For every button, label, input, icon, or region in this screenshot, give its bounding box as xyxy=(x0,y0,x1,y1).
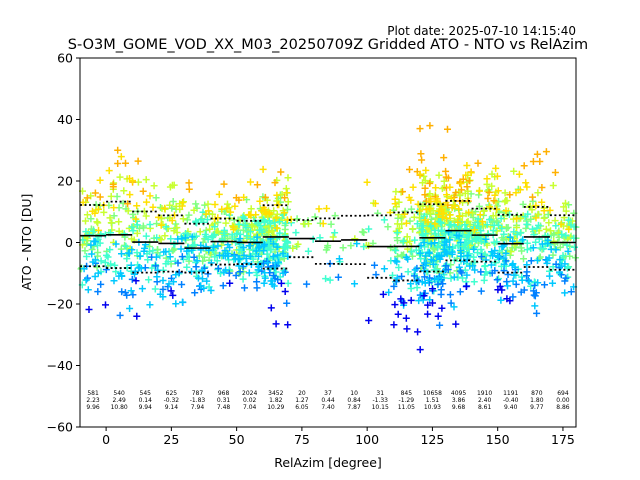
x-tick-label: 125 xyxy=(420,432,444,447)
bin-statistics-lines xyxy=(80,199,576,282)
y-tick-label: 40 xyxy=(57,112,73,127)
bin-mean-label: 2.40 xyxy=(478,397,492,404)
bin-mean-label: -1.29 xyxy=(399,397,415,404)
bin-mean-label: 0.02 xyxy=(243,397,257,404)
bin-count-label: 581 xyxy=(87,390,99,397)
bin-count-label: 968 xyxy=(218,390,230,397)
y-tick-label: −20 xyxy=(47,297,73,312)
bin-mean-label: -0.40 xyxy=(503,397,519,404)
bin-count-label: 10658 xyxy=(423,390,442,397)
bin-count-label: 1191 xyxy=(503,390,518,397)
x-tick-label: 175 xyxy=(551,432,575,447)
bin-mean-label: 0.14 xyxy=(139,397,153,404)
bin-count-label: 10 xyxy=(350,390,358,397)
bin-std-label: 6.05 xyxy=(295,404,309,411)
bin-mean-label: 1.80 xyxy=(530,397,544,404)
x-axis-label: RelAzim [degree] xyxy=(274,455,382,470)
y-tick-label: 60 xyxy=(57,51,73,66)
x-tick-label: 75 xyxy=(294,432,310,447)
x-tick-label: 100 xyxy=(355,432,379,447)
bin-mean-label: 3.86 xyxy=(452,397,466,404)
bin-count-label: 694 xyxy=(557,390,569,397)
bin-std-label: 9.40 xyxy=(504,404,518,411)
bin-mean-label: -1.83 xyxy=(190,397,206,404)
x-tick-label: 25 xyxy=(163,432,179,447)
bin-std-label: 9.77 xyxy=(530,404,544,411)
scatter-marker-group xyxy=(83,122,559,209)
bin-count-label: 3452 xyxy=(268,390,283,397)
bin-std-label: 10.15 xyxy=(372,404,389,411)
bin-mean-label: 1.27 xyxy=(295,397,309,404)
bin-std-label: 7.40 xyxy=(321,404,335,411)
axes: 0 25 50 75 100 125 150 175 −60 −40 −20 0 20 40 60 xyxy=(47,51,575,448)
y-tick-label: −60 xyxy=(47,420,73,435)
bin-std-label: 10.93 xyxy=(424,404,441,411)
plot-date: Plot date: 2025-07-10 14:15:40 xyxy=(387,24,576,38)
bin-std-label: 7.87 xyxy=(347,404,361,411)
scatter-marker-group xyxy=(85,277,514,354)
y-tick-label: 0 xyxy=(65,235,73,250)
bin-std-label: 7.48 xyxy=(217,404,231,411)
bin-std-label: 9.96 xyxy=(86,404,100,411)
x-tick-label: 50 xyxy=(229,432,245,447)
bin-std-label: 9.14 xyxy=(165,404,179,411)
bin-count-label: 787 xyxy=(192,390,204,397)
scatter-points xyxy=(77,122,580,354)
bin-mean-label: 0.31 xyxy=(217,397,231,404)
bin-std-label: 8.86 xyxy=(556,404,570,411)
bin-count-label: 845 xyxy=(401,390,413,397)
bin-std-label: 7.04 xyxy=(243,404,257,411)
bin-std-label: 10.80 xyxy=(111,404,128,411)
bin-std-label: 9.68 xyxy=(452,404,466,411)
bin-mean-label: 0.84 xyxy=(347,397,361,404)
bin-count-label: 870 xyxy=(531,390,543,397)
bin-count-label: 4095 xyxy=(451,390,466,397)
bin-count-label: 37 xyxy=(324,390,332,397)
bin-mean-label: 2.23 xyxy=(86,397,100,404)
y-axis-label: ATO - NTO [DU] xyxy=(19,194,34,291)
bin-mean-label: 2.49 xyxy=(112,397,126,404)
bin-mean-label: 0.44 xyxy=(321,397,335,404)
bin-count-label: 540 xyxy=(113,390,125,397)
bin-statistics-labels: 5812.239.965402.4910.805450.149.94625-0.… xyxy=(86,390,569,411)
bin-std-label: 7.94 xyxy=(191,404,205,411)
bin-mean-label: 1.51 xyxy=(426,397,440,404)
bin-mean-label: 1.82 xyxy=(269,397,283,404)
y-tick-label: 20 xyxy=(57,174,73,189)
bin-std-label: 8.61 xyxy=(478,404,492,411)
bin-std-label: 9.94 xyxy=(139,404,153,411)
bin-count-label: 545 xyxy=(140,390,152,397)
bin-std-label: 11.05 xyxy=(398,404,415,411)
bin-count-label: 31 xyxy=(376,390,384,397)
bin-count-label: 2024 xyxy=(242,390,257,397)
y-tick-label: −40 xyxy=(47,358,73,373)
bin-mean-label: -1.33 xyxy=(372,397,388,404)
bin-mean-label: 0.00 xyxy=(556,397,570,404)
bin-mean-label: -0.32 xyxy=(164,397,180,404)
bin-count-label: 1910 xyxy=(477,390,492,397)
scatter-marker-group xyxy=(80,228,578,312)
chart-title: S-O3M_GOME_VOD_XX_M03_20250709Z Gridded … xyxy=(68,37,588,53)
x-tick-label: 150 xyxy=(486,432,510,447)
bin-count-label: 625 xyxy=(166,390,178,397)
x-tick-label: 0 xyxy=(102,432,110,447)
bin-std-label: 10.29 xyxy=(267,404,284,411)
bin-count-label: 20 xyxy=(298,390,306,397)
